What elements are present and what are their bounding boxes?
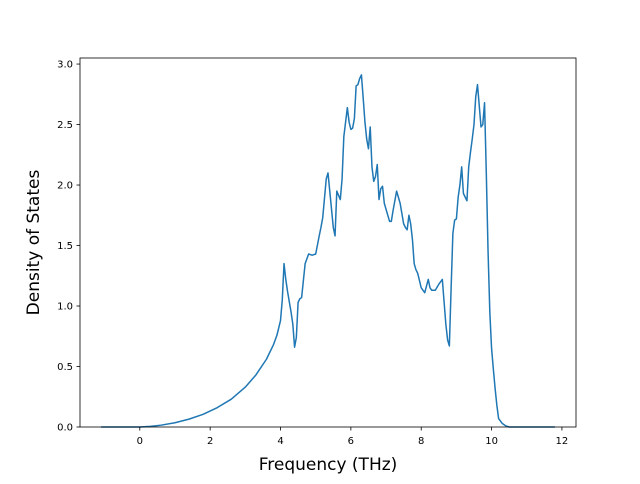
y-tick-label: 0.0 bbox=[57, 423, 73, 434]
x-tick-label: 4 bbox=[277, 436, 283, 447]
plot-frame bbox=[79, 57, 577, 428]
y-tick-label: 1.0 bbox=[57, 302, 73, 313]
x-tick-label: 0 bbox=[137, 436, 143, 447]
y-axis-label: Density of States bbox=[24, 170, 44, 316]
y-tick-label: 3.0 bbox=[57, 60, 73, 71]
x-axis-label: Frequency (THz) bbox=[259, 455, 398, 475]
y-tick-label: 2.5 bbox=[57, 120, 73, 131]
tick-layer: 0 2 4 6 8 10 12 0.0 0.5 1.0 1.5 2.0 2.5 3.0 bbox=[57, 60, 568, 447]
y-tick-label: 1.5 bbox=[57, 241, 73, 252]
y-tick-label: 2.0 bbox=[57, 181, 73, 192]
x-tick-label: 10 bbox=[485, 436, 498, 447]
y-tick-label: 0.5 bbox=[57, 362, 73, 373]
x-tick-label: 12 bbox=[556, 436, 569, 447]
x-tick-label: 6 bbox=[348, 436, 354, 447]
x-tick-label: 2 bbox=[207, 436, 213, 447]
dos-series-line-0 bbox=[101, 74, 555, 428]
plot-layer bbox=[101, 74, 555, 428]
x-tick-label: 8 bbox=[418, 436, 424, 447]
